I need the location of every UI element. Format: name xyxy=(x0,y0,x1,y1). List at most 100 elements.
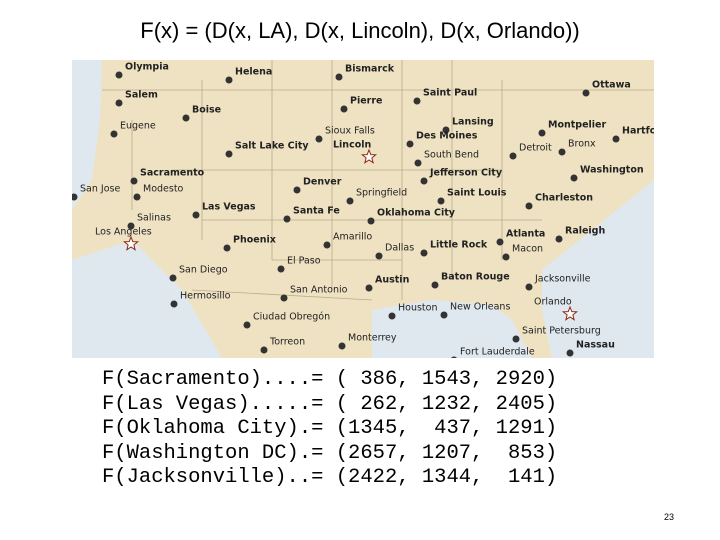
city-label: Phoenix xyxy=(233,235,276,246)
city-label: Macon xyxy=(512,244,543,255)
city-label: Little Rock xyxy=(430,240,488,251)
city-marker xyxy=(420,177,428,185)
city-label: Des Moines xyxy=(416,131,478,142)
city-label: Boise xyxy=(192,105,221,116)
city-label: Saint Petersburg xyxy=(522,326,601,337)
city-marker xyxy=(451,356,457,358)
city-label: Houston xyxy=(398,303,437,314)
city-marker xyxy=(340,105,348,113)
map: Olympia Helena Bismarck Ottawa Salem Saint Pa… xyxy=(72,60,654,358)
city-label: Orlando xyxy=(534,297,572,308)
city-marker xyxy=(335,73,343,81)
city-label: South Bend xyxy=(424,150,479,161)
city-label: Pierre xyxy=(350,96,382,107)
city-marker xyxy=(130,177,138,185)
city-marker xyxy=(420,249,428,257)
city-label: Denver xyxy=(303,177,342,188)
city-label: Salinas xyxy=(137,213,171,224)
city-marker xyxy=(115,71,123,79)
city-marker xyxy=(182,114,190,122)
distance-row: F(Jacksonville)..= (2422, 1344, 141) xyxy=(102,466,558,489)
city-marker xyxy=(582,89,590,97)
city-label: San Antonio xyxy=(290,285,348,296)
city-label: Montpelier xyxy=(548,120,606,131)
page-number: 23 xyxy=(664,512,675,522)
city-label: San Diego xyxy=(179,265,228,276)
city-marker xyxy=(437,197,445,205)
distance-row: F(Las Vegas).....= ( 262, 1232, 2405) xyxy=(102,392,558,416)
city-marker xyxy=(323,241,331,249)
city-marker xyxy=(192,211,200,219)
markers xyxy=(72,71,620,358)
city-label: Santa Fe xyxy=(293,206,340,217)
city-marker xyxy=(127,222,135,230)
city-marker xyxy=(169,274,177,282)
city-marker xyxy=(260,346,268,354)
city-marker xyxy=(225,150,233,158)
city-marker xyxy=(538,129,546,137)
city-label: Bronx xyxy=(568,139,596,150)
star-marker xyxy=(122,235,140,251)
city-label: Salt Lake City xyxy=(235,141,309,152)
city-marker xyxy=(283,215,291,223)
city-label: Baton Rouge xyxy=(441,272,510,283)
city-marker xyxy=(431,281,439,289)
star-marker xyxy=(360,148,378,164)
distance-row: F(Oklahoma City).= (1345, 437, 1291) xyxy=(102,417,558,440)
ocean xyxy=(72,60,102,210)
city-marker xyxy=(566,349,574,357)
city-label: Eugene xyxy=(120,121,156,132)
city-label: Austin xyxy=(375,275,410,286)
city-marker xyxy=(315,135,323,143)
city-marker xyxy=(388,312,396,320)
city-marker xyxy=(72,193,78,201)
city-label: El Paso xyxy=(287,256,321,267)
city-marker xyxy=(110,130,118,138)
city-marker xyxy=(223,244,231,252)
city-marker xyxy=(225,76,233,84)
city-marker xyxy=(293,186,301,194)
city-marker xyxy=(612,135,620,143)
city-label: Torreon xyxy=(269,337,305,348)
city-label: Ciudad Obregón xyxy=(253,312,330,323)
city-label: Saint Paul xyxy=(423,88,477,99)
city-marker xyxy=(570,174,578,182)
city-label: Saint Louis xyxy=(447,188,507,199)
city-marker xyxy=(525,202,533,210)
gulf xyxy=(372,300,532,358)
city-label: Fort Lauderdale xyxy=(460,347,535,358)
distance-row: F(Washington DC).= (2657, 1207, 853) xyxy=(102,441,558,465)
city-label: Hartfo xyxy=(622,126,654,137)
city-label: Lincoln xyxy=(333,140,371,151)
city-marker xyxy=(555,235,563,243)
city-marker xyxy=(558,148,566,156)
city-label: Atlanta xyxy=(506,229,545,240)
city-marker xyxy=(133,193,141,201)
city-marker xyxy=(243,321,251,329)
city-label: Sacramento xyxy=(140,168,205,179)
star-marker xyxy=(561,305,579,321)
city-label: Salem xyxy=(125,90,158,101)
city-marker xyxy=(375,252,383,260)
city-marker xyxy=(512,335,520,343)
city-marker xyxy=(406,140,414,148)
city-label: Dallas xyxy=(385,243,414,254)
city-label: Sioux Falls xyxy=(325,126,375,137)
city-label: Jefferson City xyxy=(429,168,503,179)
city-marker xyxy=(365,284,373,292)
city-label: Olympia xyxy=(125,62,169,73)
city-label: Oklahoma City xyxy=(377,208,456,219)
distance-list: F(Sacramento)....= ( 386, 1543, 2920) F(L… xyxy=(102,368,557,491)
city-marker xyxy=(414,159,422,167)
city-marker xyxy=(338,342,346,350)
city-marker xyxy=(442,126,450,134)
distance-row: F(Sacramento)....= ( 386, 1543, 2920) xyxy=(102,368,558,391)
city-label: Ottawa xyxy=(592,80,631,91)
city-label: Modesto xyxy=(143,184,184,195)
city-marker xyxy=(346,197,354,205)
city-label: New Orleans xyxy=(450,302,510,313)
city-marker xyxy=(115,99,123,107)
city-label: Los Angeles xyxy=(95,227,152,238)
city-marker xyxy=(280,294,288,302)
